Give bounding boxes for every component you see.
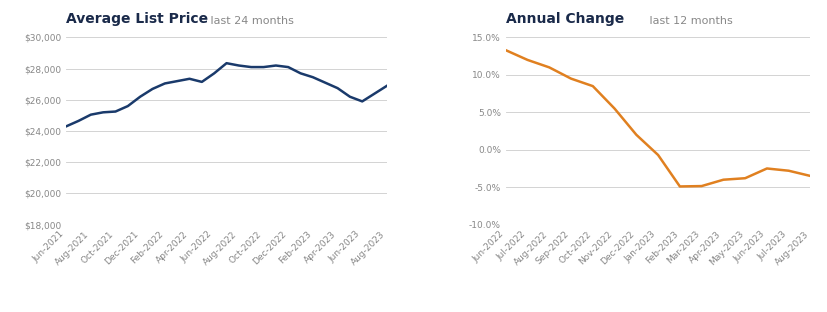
Text: Average List Price: Average List Price: [66, 12, 208, 26]
Text: Annual Change: Annual Change: [506, 12, 624, 26]
Text: last 12 months: last 12 months: [646, 16, 733, 26]
Text: last 24 months: last 24 months: [208, 16, 294, 26]
